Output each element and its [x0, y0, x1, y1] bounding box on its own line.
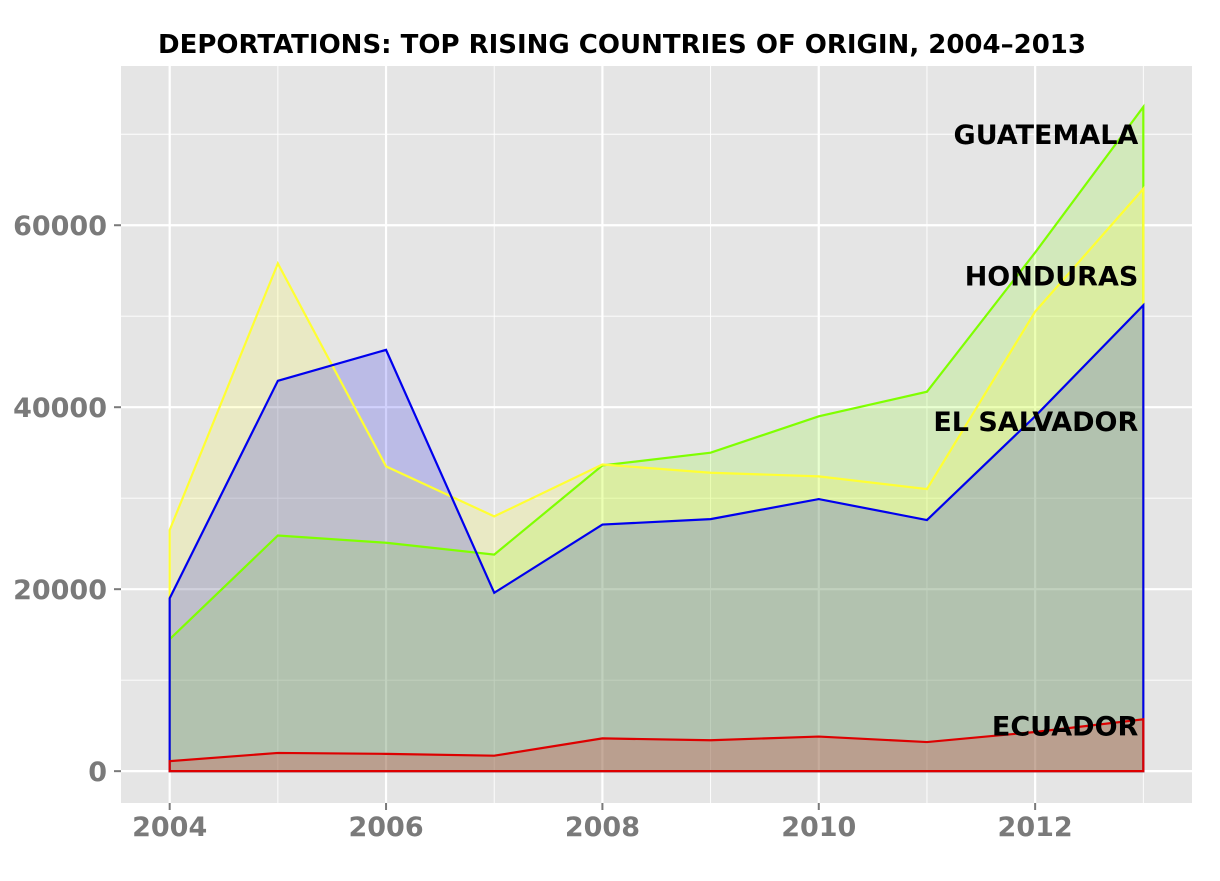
area-ecuador	[169, 719, 1144, 772]
line-el-salvador	[168, 302, 1145, 773]
series-label-ecuador: ECUADOR	[992, 712, 1139, 743]
series-label-el-salvador: EL SALVADOR	[933, 407, 1138, 438]
line-layer	[168, 103, 1145, 773]
area-guatemala	[169, 106, 1144, 772]
area-honduras	[169, 188, 1144, 772]
series-labels: GUATEMALA HONDURAS EL SALVADOR ECUADOR	[933, 120, 1138, 742]
y-axis: 0 20000 40000 60000	[13, 211, 121, 788]
x-tick-label: 2006	[348, 812, 423, 843]
x-tick-label: 2004	[132, 812, 207, 843]
x-tick-label: 2008	[565, 812, 640, 843]
y-tick-label: 60000	[13, 211, 107, 242]
series-label-honduras: HONDURAS	[965, 261, 1139, 292]
line-ecuador	[168, 718, 1145, 773]
y-tick-label: 0	[88, 757, 107, 788]
line-honduras	[168, 185, 1145, 773]
chart-title: DEPORTATIONS: TOP RISING COUNTRIES OF OR…	[158, 30, 1086, 60]
line-guatemala	[168, 103, 1145, 773]
minor-gridlines	[121, 66, 1192, 803]
x-axis: 2004 2006 2008 2010 2012	[132, 803, 1073, 843]
series-label-guatemala: GUATEMALA	[954, 120, 1139, 151]
y-tick-label: 20000	[13, 575, 107, 606]
x-tick-label: 2010	[781, 812, 856, 843]
x-tick-label: 2012	[998, 812, 1073, 843]
area-el-salvador	[169, 305, 1144, 772]
y-tick-label: 40000	[13, 393, 107, 424]
area-layer	[169, 106, 1144, 772]
